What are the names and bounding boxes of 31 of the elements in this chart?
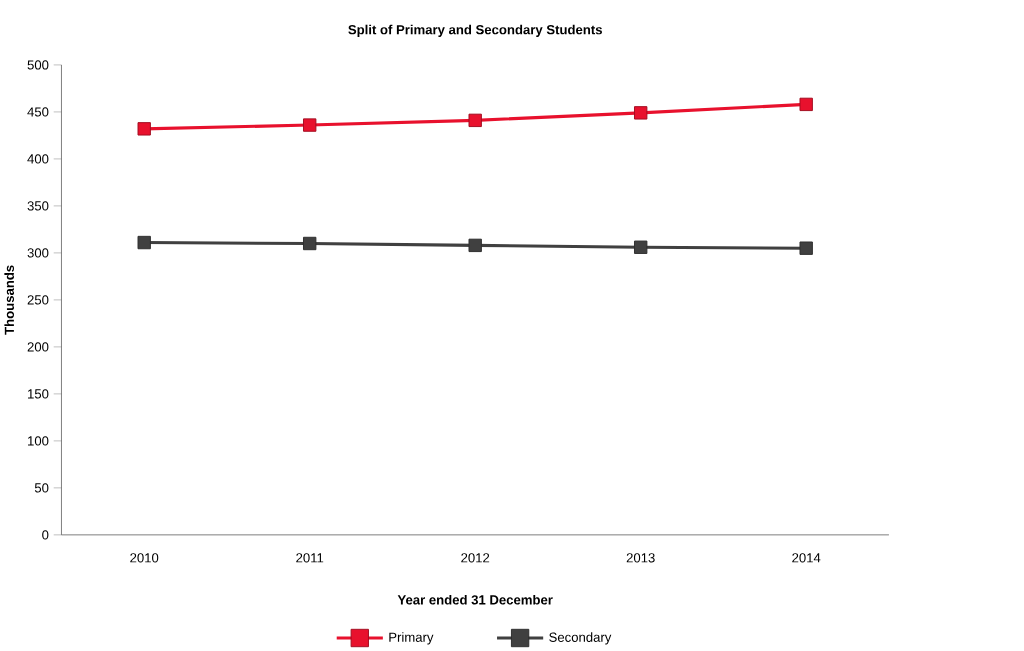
point: [303, 236, 317, 250]
y-tick-label: 100: [28, 435, 49, 446]
point: [799, 241, 813, 255]
x-tick-label: 2011: [296, 552, 324, 563]
y-tick-label: 250: [27, 295, 49, 305]
point: [303, 118, 317, 132]
chart-title: Split of Primary and Secondary Students: [348, 24, 602, 37]
x-tick-label: 2010: [130, 552, 159, 563]
point: [137, 235, 151, 250]
y-tick-label: 300: [27, 248, 49, 258]
y-tick-label: 150: [28, 388, 49, 399]
point: [799, 97, 813, 111]
y-tick-label: 400: [27, 154, 49, 164]
x-tick-label: 2014: [792, 552, 821, 563]
point: [634, 105, 648, 120]
x-axis-title: Year ended 31 December: [397, 594, 553, 605]
legend-label: Primary: [389, 632, 434, 645]
point: [634, 240, 648, 254]
y-tick-label: 450: [27, 107, 49, 117]
x-tick-label: 2013: [626, 552, 655, 563]
y-axis-title: Thousands: [4, 265, 15, 335]
y-tick-label: 500: [27, 60, 49, 70]
point: [468, 238, 482, 252]
point: [137, 121, 151, 136]
y-tick-label: 0: [42, 529, 49, 540]
y-tick-label: 200: [27, 341, 49, 352]
point: [468, 113, 482, 127]
y-tick-label: 50: [34, 482, 49, 493]
legend-label: Secondary: [549, 632, 612, 645]
y-tick-label: 350: [27, 201, 49, 211]
x-tick-label: 2012: [461, 552, 490, 563]
